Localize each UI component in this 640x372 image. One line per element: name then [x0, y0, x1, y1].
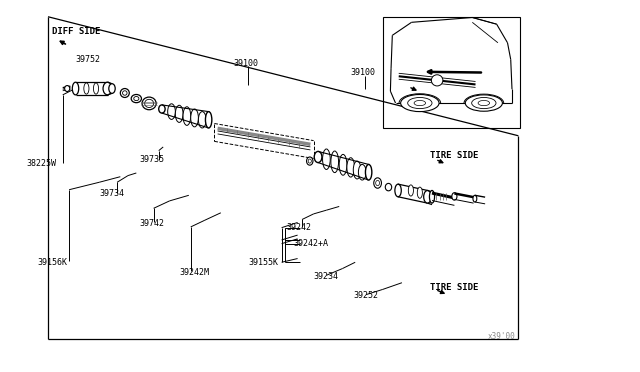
Ellipse shape [323, 149, 330, 170]
Ellipse shape [353, 161, 361, 179]
Text: 39752: 39752 [76, 55, 100, 64]
Text: 39734: 39734 [99, 189, 124, 198]
Bar [383, 17, 520, 128]
Ellipse shape [414, 100, 426, 106]
Text: 39234: 39234 [314, 272, 339, 280]
Text: x39'00: x39'00 [488, 332, 515, 341]
Text: 38225W: 38225W [27, 159, 57, 168]
Ellipse shape [175, 105, 183, 122]
Ellipse shape [120, 89, 129, 97]
Ellipse shape [191, 109, 198, 127]
Text: TIRE SIDE: TIRE SIDE [430, 283, 479, 292]
Ellipse shape [339, 154, 347, 175]
Ellipse shape [472, 97, 496, 109]
Ellipse shape [478, 100, 490, 106]
Ellipse shape [424, 190, 431, 203]
Ellipse shape [365, 164, 372, 180]
Text: 39155K: 39155K [248, 258, 278, 267]
Text: 39242+A: 39242+A [293, 239, 328, 248]
Ellipse shape [205, 112, 212, 128]
Ellipse shape [401, 94, 439, 112]
Ellipse shape [65, 86, 70, 92]
Ellipse shape [347, 158, 355, 177]
Ellipse shape [145, 99, 154, 108]
Text: 39100: 39100 [351, 68, 376, 77]
Text: 39252: 39252 [353, 291, 378, 300]
Ellipse shape [408, 185, 413, 196]
Ellipse shape [103, 82, 112, 95]
Text: 39735: 39735 [140, 155, 164, 164]
Ellipse shape [72, 82, 79, 95]
Ellipse shape [314, 151, 322, 163]
Text: DIFF SIDE: DIFF SIDE [52, 27, 101, 36]
Ellipse shape [183, 107, 191, 125]
Ellipse shape [376, 180, 380, 186]
Ellipse shape [198, 112, 206, 128]
Ellipse shape [331, 151, 339, 173]
Text: 39242M: 39242M [179, 268, 209, 277]
Ellipse shape [159, 105, 165, 113]
Text: 39742: 39742 [140, 219, 164, 228]
Ellipse shape [417, 187, 422, 198]
Ellipse shape [142, 97, 156, 110]
Ellipse shape [134, 97, 139, 101]
Ellipse shape [374, 178, 381, 188]
Ellipse shape [408, 97, 432, 109]
Ellipse shape [452, 193, 457, 200]
Ellipse shape [307, 157, 313, 165]
Ellipse shape [395, 184, 401, 197]
Text: 39156K: 39156K [37, 258, 67, 267]
Ellipse shape [93, 83, 99, 94]
Ellipse shape [308, 159, 312, 163]
Ellipse shape [123, 91, 127, 95]
Text: TIRE SIDE: TIRE SIDE [430, 151, 479, 160]
Ellipse shape [429, 190, 435, 203]
Ellipse shape [131, 94, 141, 103]
Text: 39100: 39100 [234, 59, 259, 68]
Text: 39242: 39242 [287, 223, 312, 232]
Ellipse shape [109, 84, 115, 93]
Ellipse shape [358, 164, 366, 180]
Ellipse shape [473, 195, 477, 202]
Ellipse shape [465, 95, 502, 111]
Ellipse shape [385, 183, 392, 191]
Ellipse shape [84, 83, 89, 94]
Ellipse shape [431, 75, 443, 86]
Ellipse shape [168, 104, 175, 119]
